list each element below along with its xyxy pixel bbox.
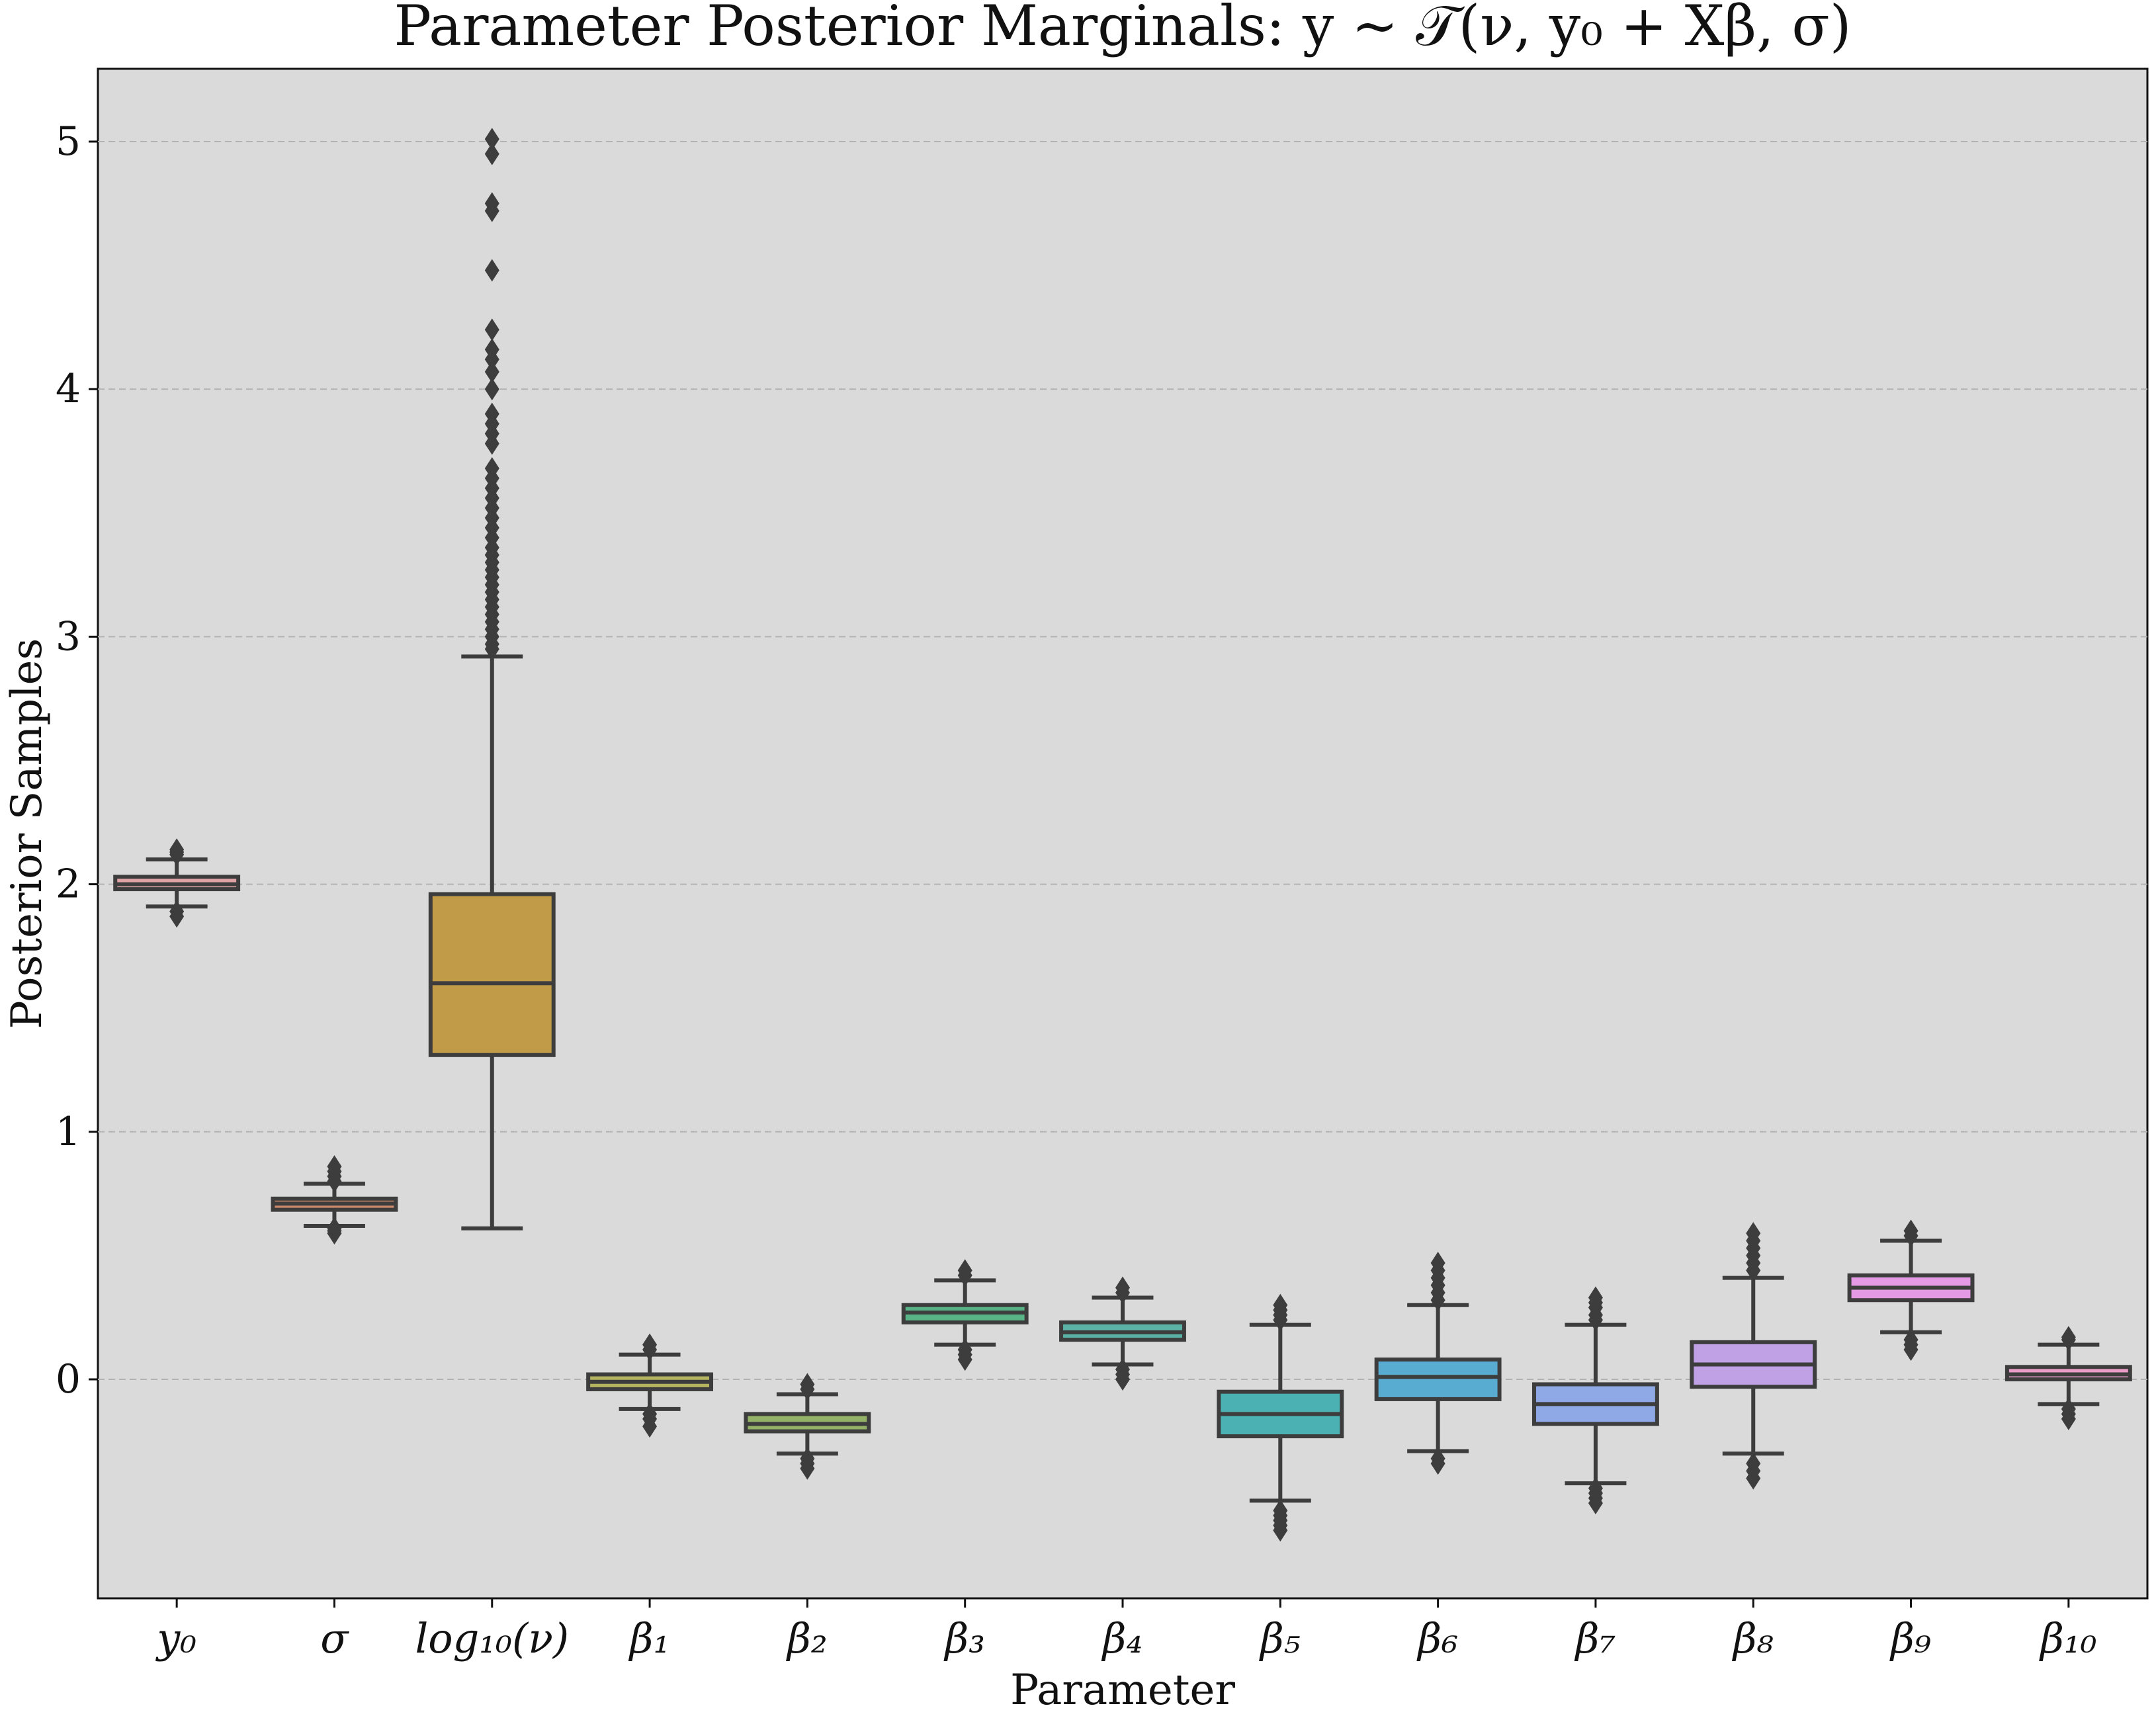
box-2-outlier-7 bbox=[327, 1155, 342, 1178]
y-axis-ticks: 0 1 2 3 4 5 bbox=[56, 118, 98, 1402]
box-2-outlier-3 bbox=[327, 1217, 342, 1240]
box-13 bbox=[2005, 1326, 2132, 1430]
x-tick-label-13: β₁₀ bbox=[2039, 1614, 2097, 1662]
box-6-outlier-3 bbox=[957, 1338, 972, 1361]
box-2 bbox=[271, 1155, 398, 1245]
y-axis-title: Posterior Samples bbox=[3, 638, 52, 1029]
box-12-outlier-5 bbox=[1903, 1219, 1919, 1242]
x-tick-label-1: y₀ bbox=[155, 1614, 196, 1662]
box-5-outlier-5 bbox=[800, 1373, 815, 1396]
box-1-outlier-2 bbox=[169, 900, 185, 923]
box-1-outlier-5 bbox=[169, 838, 185, 861]
box-5-outlier-3 bbox=[800, 1447, 815, 1470]
x-tick-label-9: β₆ bbox=[1416, 1614, 1458, 1662]
box-8-outlier-9 bbox=[1273, 1293, 1288, 1316]
box-4 bbox=[586, 1333, 714, 1438]
box-3-outlier-29 bbox=[484, 361, 499, 384]
box-4-outlier-3 bbox=[642, 1402, 658, 1426]
box-6 bbox=[901, 1259, 1029, 1371]
x-tick-label-10: β₇ bbox=[1574, 1614, 1616, 1662]
box-1 bbox=[113, 838, 241, 928]
box-3-outlier-35 bbox=[484, 192, 499, 215]
x-tick-label-8: β₅ bbox=[1259, 1614, 1301, 1662]
box-11 bbox=[1690, 1222, 1817, 1490]
box-3-outlier-28 bbox=[484, 378, 499, 401]
box-8-outlier-5 bbox=[1273, 1499, 1288, 1522]
boxes bbox=[113, 128, 2132, 1542]
y-tick-label-4: 4 bbox=[56, 366, 81, 412]
box-13-outlier-5 bbox=[2061, 1326, 2076, 1349]
box-3-outlier-37 bbox=[484, 128, 499, 151]
box-11-outlier-3 bbox=[1746, 1452, 1761, 1475]
x-tick-label-4: β₁ bbox=[628, 1614, 670, 1662]
y-tick-label-0: 0 bbox=[56, 1356, 81, 1402]
box-3-outlier-27 bbox=[484, 402, 499, 425]
box-7-outlier-3 bbox=[1115, 1358, 1130, 1381]
x-tick-label-11: β₈ bbox=[1732, 1614, 1774, 1662]
box-12 bbox=[1847, 1219, 1975, 1361]
box-9 bbox=[1374, 1252, 1502, 1475]
x-tick-label-3: log₁₀(ν) bbox=[415, 1614, 569, 1662]
x-tick-label-12: β₉ bbox=[1889, 1614, 1931, 1662]
x-tick-label-5: β₂ bbox=[786, 1614, 828, 1662]
box-5 bbox=[744, 1373, 871, 1480]
y-tick-label-5: 5 bbox=[56, 118, 81, 165]
x-tick-label-6: β₃ bbox=[943, 1614, 985, 1662]
box-3 bbox=[428, 128, 556, 1230]
y-tick-label-2: 2 bbox=[56, 861, 81, 908]
x-axis-title: Parameter bbox=[1010, 1666, 1235, 1715]
box-3-iqr-box bbox=[428, 892, 556, 1057]
box-10-outlier-4 bbox=[1588, 1477, 1603, 1500]
box-9-iqr-box bbox=[1374, 1358, 1502, 1401]
box-9-outlier-8 bbox=[1430, 1252, 1445, 1275]
y-tick-label-1: 1 bbox=[56, 1109, 81, 1155]
box-12-outlier-3 bbox=[1903, 1328, 1919, 1352]
box-7-outlier-5 bbox=[1115, 1276, 1130, 1299]
box-3-outlier-36 bbox=[484, 142, 499, 165]
box-3-outlier-33 bbox=[484, 259, 499, 282]
box-11-outlier-9 bbox=[1746, 1222, 1761, 1245]
chart-title: Parameter Posterior Marginals: y ~ 𝒯(ν, … bbox=[394, 0, 1851, 58]
box-3-outlier-23 bbox=[484, 456, 499, 480]
box-10-outlier-9 bbox=[1588, 1286, 1603, 1309]
x-tick-label-7: β₄ bbox=[1101, 1614, 1143, 1662]
box-4-outlier-5 bbox=[642, 1333, 658, 1356]
x-tick-label-2: σ bbox=[320, 1614, 349, 1662]
box-7 bbox=[1059, 1276, 1186, 1391]
box-13-outlier-3 bbox=[2061, 1397, 2076, 1420]
box-9-outlier-2 bbox=[1430, 1447, 1445, 1470]
box-10 bbox=[1531, 1286, 1659, 1515]
x-axis-ticks: y₀ σ log₁₀(ν) β₁ β₂ β₃ β₄ β₅ β₆ β₇ β₈ β₉ β₁₀ bbox=[155, 1598, 2097, 1662]
box-6-outlier-5 bbox=[957, 1259, 972, 1282]
box-3-outlier-31 bbox=[484, 338, 499, 361]
box-3-outlier-32 bbox=[484, 318, 499, 341]
box-8 bbox=[1217, 1293, 1344, 1542]
y-tick-label-3: 3 bbox=[56, 613, 81, 660]
